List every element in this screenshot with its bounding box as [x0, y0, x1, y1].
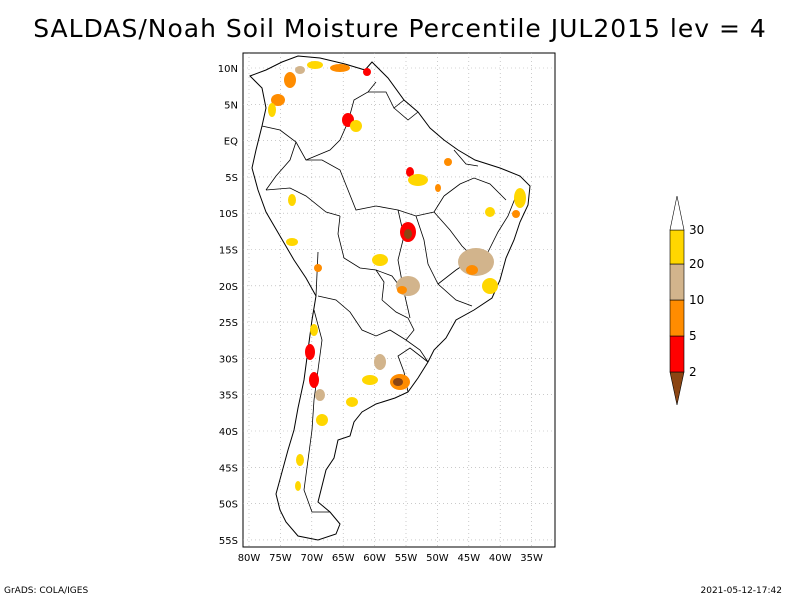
map-title: SALDAS/Noah Soil Moisture Percentile JUL…: [33, 14, 767, 43]
latitude-label: 25S: [219, 318, 238, 329]
latitude-label: 5N: [224, 100, 238, 111]
footer-credit: GrADS: COLA/IGES: [4, 586, 89, 596]
colorbar-cell-10-20: [669, 263, 685, 301]
footer-timestamp: 2021-05-12-17:42: [700, 586, 783, 596]
colorbar-label-20: 20: [689, 257, 704, 271]
longitude-label: 65W: [332, 553, 355, 564]
longitude-labels: 80W 75W 70W 65W 60W 55W 50W 45W 40W 35W: [238, 553, 543, 564]
continent-outline: [249, 55, 531, 541]
colorbar-label-10: 10: [689, 293, 704, 307]
longitude-label: 60W: [363, 553, 386, 564]
colorbar-label-2: 2: [689, 365, 697, 379]
latitude-label: 40S: [219, 427, 238, 438]
map-frame: [242, 52, 556, 548]
colorbar-cell-2-5: [669, 335, 685, 373]
longitude-label: 70W: [300, 553, 323, 564]
longitude-label: 80W: [238, 553, 261, 564]
latitude-label: 30S: [219, 354, 238, 365]
latitude-label: 50S: [219, 500, 238, 511]
latitude-label: 55S: [219, 536, 238, 547]
colorbar-label-5: 5: [689, 329, 697, 343]
longitude-label: 55W: [395, 553, 418, 564]
colorbar-cell-5-10: [669, 299, 685, 337]
graticule: [243, 53, 555, 547]
longitude-label: 45W: [457, 553, 480, 564]
colorbar: 2 5 10 20 30: [669, 195, 704, 406]
percentile-patches: [268, 61, 526, 491]
latitude-label: EQ: [224, 137, 238, 148]
latitude-label: 45S: [219, 463, 238, 474]
latitude-label: 10N: [218, 64, 238, 75]
latitude-label: 15S: [219, 246, 238, 257]
longitude-label: 40W: [489, 553, 512, 564]
longitude-label: 50W: [426, 553, 449, 564]
longitude-label: 35W: [520, 553, 543, 564]
latitude-label: 5S: [225, 173, 238, 184]
colorbar-cell-20-30: [669, 229, 685, 265]
longitude-label: 75W: [269, 553, 292, 564]
latitude-labels: 10N 5N EQ 5S 10S 15S 20S 25S 30S 35S 40S 45S 50S 55S: [218, 64, 238, 547]
latitude-label: 35S: [219, 391, 238, 402]
colorbar-label-30: 30: [689, 223, 704, 237]
colorbar-cell-above-30: [669, 195, 685, 231]
colorbar-cell-below-2: [669, 371, 685, 406]
latitude-label: 10S: [219, 209, 238, 220]
latitude-label: 20S: [219, 282, 238, 293]
